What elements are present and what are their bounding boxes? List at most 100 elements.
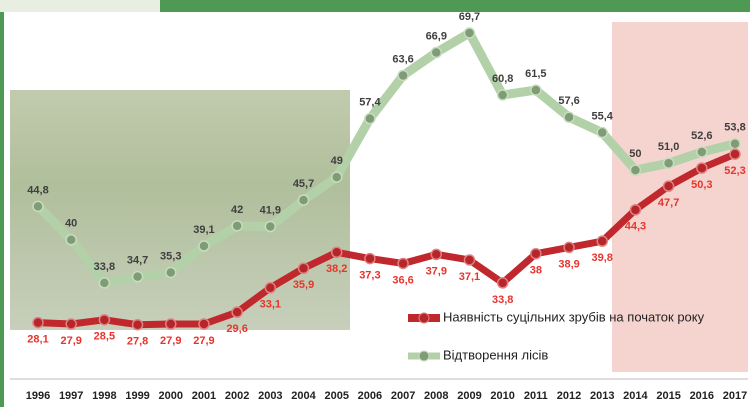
data-label: 57,6 [558, 95, 579, 107]
data-label: 27,8 [127, 336, 148, 348]
data-point [531, 85, 541, 95]
data-label: 37,9 [426, 265, 447, 277]
data-label: 35,9 [293, 279, 314, 291]
data-point [498, 278, 508, 288]
data-point [365, 114, 375, 124]
data-label: 44,8 [27, 184, 48, 196]
x-tick-label: 2004 [291, 390, 316, 402]
data-point [664, 158, 674, 168]
data-point [232, 221, 242, 231]
data-point [332, 247, 342, 257]
data-point [564, 112, 574, 122]
data-point [232, 307, 242, 317]
data-point [99, 315, 109, 325]
data-label: 27,9 [193, 335, 214, 347]
data-point [33, 318, 43, 328]
data-label: 28,5 [94, 331, 115, 343]
data-point [431, 249, 441, 259]
data-label: 39,1 [193, 224, 214, 236]
x-tick-label: 1998 [92, 390, 116, 402]
x-tick-label: 2012 [557, 390, 581, 402]
data-point [332, 172, 342, 182]
photo-background [10, 90, 350, 330]
data-point [498, 90, 508, 100]
data-label: 38 [530, 265, 542, 277]
data-label: 33,8 [492, 294, 513, 306]
data-point [398, 258, 408, 268]
x-tick-label: 2009 [457, 390, 481, 402]
data-label: 38,9 [558, 258, 579, 270]
data-label: 27,9 [160, 335, 181, 347]
x-tick-label: 2005 [324, 390, 348, 402]
x-tick-label: 2006 [358, 390, 382, 402]
x-tick-label: 1999 [125, 390, 149, 402]
data-label: 28,1 [27, 334, 48, 346]
x-tick-label: 2001 [192, 390, 216, 402]
data-label: 37,1 [459, 271, 480, 283]
data-label: 33,1 [260, 299, 281, 311]
data-point [365, 254, 375, 264]
data-point [99, 278, 109, 288]
data-point [697, 147, 707, 157]
data-point [265, 283, 275, 293]
legend-label: Відтворення лісів [443, 347, 548, 362]
left-border [0, 12, 4, 407]
data-label: 40 [65, 218, 77, 230]
x-tick-label: 2010 [490, 390, 514, 402]
top-bar [160, 0, 750, 12]
data-label: 38,2 [326, 263, 347, 275]
data-label: 55,4 [592, 110, 614, 122]
x-tick-label: 2014 [623, 390, 648, 402]
data-label: 27,9 [60, 335, 81, 347]
data-label: 35,3 [160, 250, 181, 262]
data-label: 51,0 [658, 141, 679, 153]
data-label: 52,3 [724, 165, 745, 177]
data-label: 50 [629, 148, 641, 160]
data-point [564, 242, 574, 252]
legend-marker [419, 351, 429, 361]
data-point [431, 48, 441, 58]
data-label: 47,7 [658, 197, 679, 209]
data-label: 29,6 [226, 323, 247, 335]
data-label: 61,5 [525, 68, 546, 80]
x-tick-label: 2011 [524, 390, 548, 402]
data-point [166, 267, 176, 277]
data-point [166, 319, 176, 329]
data-point [265, 222, 275, 232]
data-label: 36,6 [392, 274, 413, 286]
data-point [199, 319, 209, 329]
data-label: 39,8 [592, 252, 613, 264]
x-tick-label: 2003 [258, 390, 282, 402]
data-point [597, 128, 607, 138]
data-point [133, 320, 143, 330]
data-label: 57,4 [359, 97, 381, 109]
data-point [697, 163, 707, 173]
data-label: 42 [231, 204, 243, 216]
x-tick-label: 2002 [225, 390, 249, 402]
x-tick-label: 2007 [391, 390, 415, 402]
data-point [299, 195, 309, 205]
data-point [630, 205, 640, 215]
x-tick-label: 2008 [424, 390, 448, 402]
top-bar-left [0, 0, 160, 12]
chart: 1996199719981999200020012002200320042005… [0, 0, 750, 407]
data-label: 69,7 [459, 11, 480, 23]
x-tick-label: 2000 [159, 390, 183, 402]
data-point [199, 241, 209, 251]
data-label: 45,7 [293, 178, 314, 190]
data-label: 49 [331, 155, 343, 167]
data-label: 53,8 [724, 122, 745, 134]
x-tick-label: 2015 [656, 390, 680, 402]
legend-marker [419, 313, 429, 323]
data-label: 34,7 [127, 255, 148, 267]
data-label: 41,9 [260, 204, 281, 216]
data-point [66, 319, 76, 329]
x-tick-label: 2016 [690, 390, 714, 402]
x-tick-label: 1997 [59, 390, 83, 402]
data-point [630, 165, 640, 175]
data-label: 33,8 [94, 261, 115, 273]
data-point [464, 255, 474, 265]
data-point [597, 236, 607, 246]
x-tick-label: 2017 [723, 390, 747, 402]
data-point [398, 70, 408, 80]
